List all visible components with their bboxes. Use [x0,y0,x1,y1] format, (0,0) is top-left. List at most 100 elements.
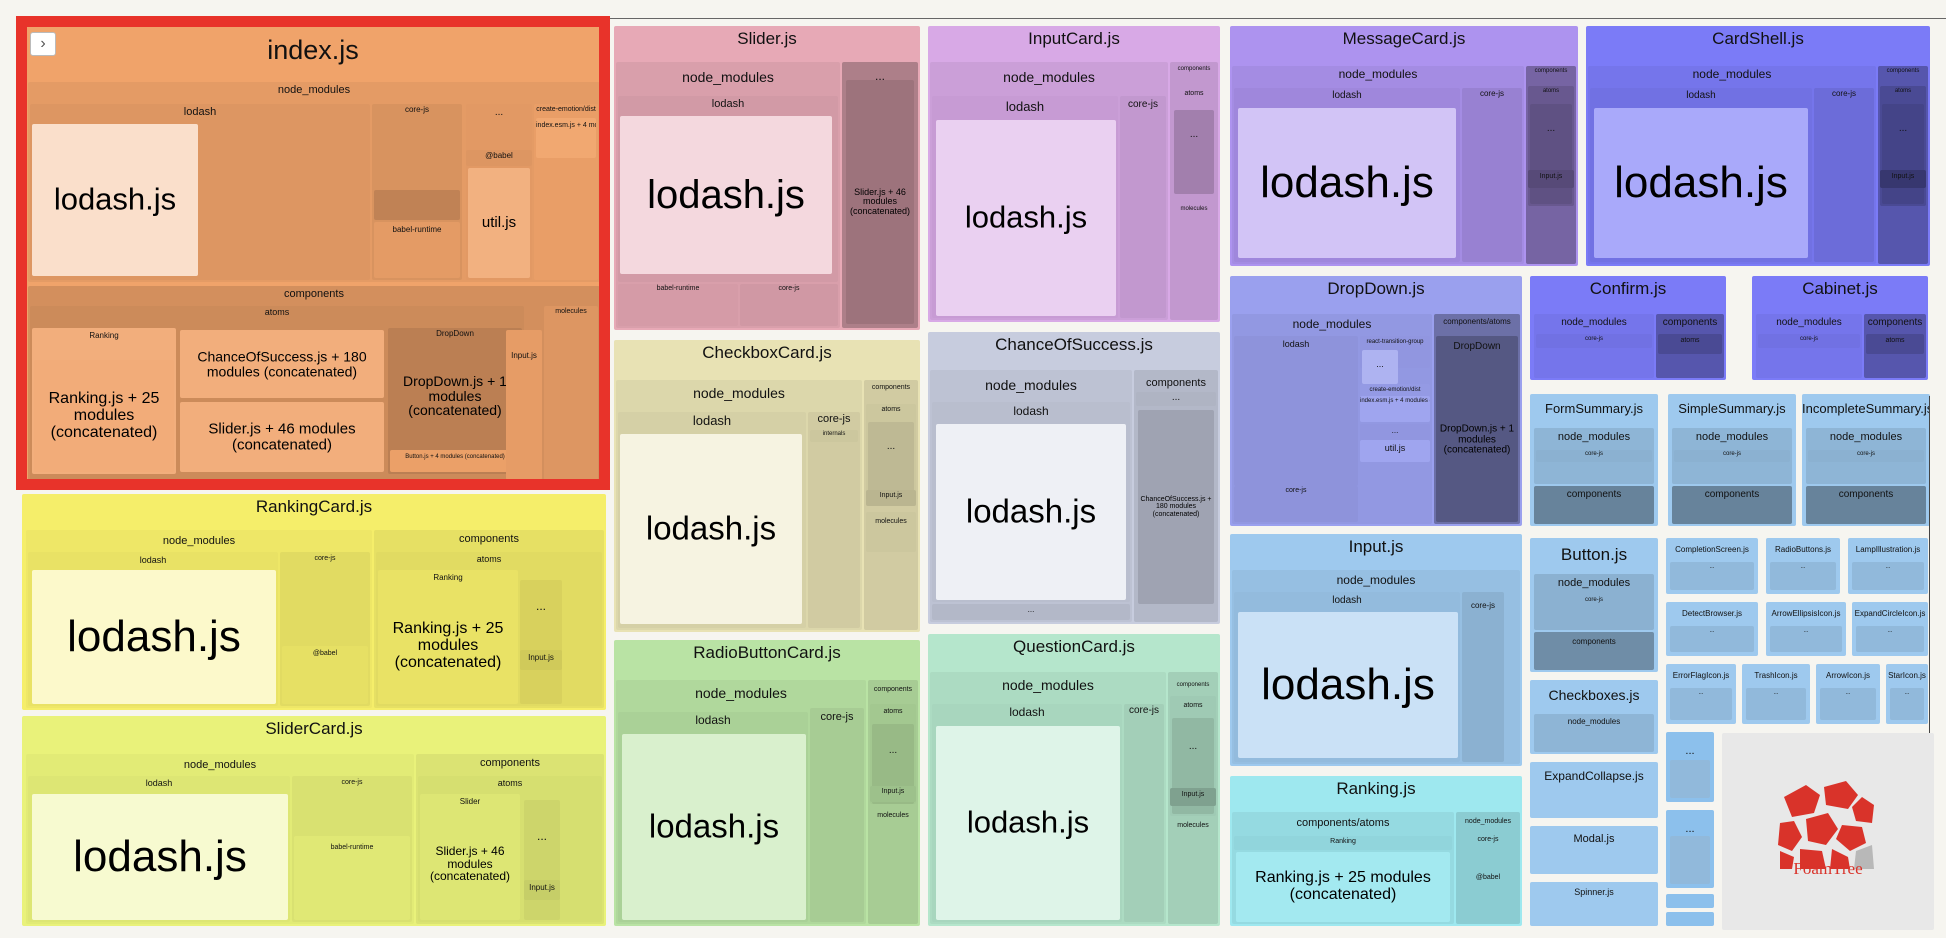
module-tile[interactable] [1594,465,1604,481]
module-group[interactable]: core-js [1674,450,1790,462]
module-tile[interactable] [283,612,305,625]
module-tile[interactable] [1320,499,1340,519]
module-tile[interactable] [1633,351,1651,375]
module-tile[interactable] [1337,443,1355,455]
module-tile[interactable] [1891,357,1908,375]
module-tile[interactable] [1465,184,1472,199]
module-tile[interactable] [1529,234,1551,247]
module-tile[interactable] [841,798,861,808]
module-tile[interactable] [1880,465,1895,472]
module-tile[interactable] [1858,163,1871,184]
module-tile[interactable] [832,504,857,515]
module-tile[interactable] [348,584,367,599]
module-tile[interactable] [1123,215,1145,224]
bundle-misc[interactable] [1666,894,1714,908]
module-tile[interactable] [1256,390,1283,409]
module-tile[interactable] [445,254,457,275]
lodash-js-tile[interactable]: lodash.js [32,570,276,704]
module-tile[interactable] [1142,150,1163,166]
module-tile[interactable] [1509,185,1519,199]
module-tile[interactable] [1507,596,1519,609]
module-tile[interactable] [1535,903,1550,923]
module-tile[interactable] [1772,465,1778,481]
module-tile[interactable] [1379,465,1389,471]
module-tile[interactable] [813,810,824,834]
module-tile[interactable] [1507,741,1519,763]
module-tile[interactable] [836,464,847,478]
module-tile[interactable] [811,545,826,552]
module-tile[interactable] [572,361,595,382]
module-tile[interactable] [813,745,830,759]
module-tile[interactable] [1173,277,1195,292]
module-tile[interactable] [1391,465,1400,485]
module-tile[interactable] [577,430,595,477]
module-tile[interactable] [1276,499,1293,519]
module-tile[interactable] [1156,196,1163,213]
module-tile[interactable] [375,135,394,145]
module-tile[interactable] [1123,150,1140,166]
module-tile[interactable] [547,384,564,428]
module-tile[interactable] [1776,364,1797,375]
module-tile[interactable] [577,323,595,359]
module-tile[interactable] [1337,428,1355,441]
module-tile[interactable] [384,119,394,133]
module-tile[interactable] [1759,351,1774,359]
module-tile[interactable] [333,125,367,177]
module-tile[interactable] [1237,470,1263,483]
module-tile[interactable] [578,828,599,843]
module-tile[interactable] [336,567,346,582]
module-tile[interactable] [771,297,793,308]
module-group[interactable]: Button.js + 4 modules (concatenated) [390,450,520,472]
module-tile[interactable] [1830,243,1836,259]
module-group[interactable]: ... [1856,626,1924,652]
module-tile[interactable] [441,145,459,155]
module-tile[interactable] [1817,162,1828,184]
module-tile[interactable] [1127,781,1148,795]
module-group[interactable]: Input.js [1170,788,1216,806]
module-tile[interactable] [1474,657,1481,669]
module-tile[interactable] [375,147,394,160]
module-tile[interactable] [1611,851,1653,871]
lodash-js-tile[interactable]: lodash.js [620,116,832,274]
module-tile[interactable] [871,839,896,855]
module-tile[interactable] [1136,744,1145,760]
module-tile[interactable] [1500,125,1508,141]
module-group[interactable]: Input.js [1528,170,1574,188]
module-tile[interactable] [871,876,895,900]
module-tile[interactable] [1556,611,1572,627]
lodash-js-tile[interactable]: lodash.js [622,734,806,920]
module-tile[interactable] [1776,351,1797,362]
module-tile[interactable] [1619,351,1631,375]
module-group[interactable]: ChanceOfSuccess.js + 180 modules (concat… [180,330,384,398]
module-tile[interactable] [1478,164,1486,182]
module-tile[interactable] [336,630,347,645]
module-tile[interactable] [1506,143,1519,153]
module-tile[interactable] [1485,688,1492,701]
module-group[interactable]: ... [1362,350,1398,384]
module-tile[interactable] [1237,428,1252,448]
module-tile[interactable] [1254,428,1263,448]
module-tile[interactable] [839,537,857,554]
module-tile[interactable] [1828,229,1836,241]
module-tile[interactable] [1483,640,1488,652]
module-tile[interactable] [1265,428,1290,462]
module-tile[interactable] [1198,843,1215,867]
module-tile[interactable] [1127,731,1146,742]
module-tile[interactable] [1361,477,1377,485]
module-tile[interactable] [1144,239,1163,246]
module-tile[interactable] [340,809,376,833]
module-tile[interactable] [1506,239,1519,259]
module-tile[interactable] [1537,611,1545,627]
module-tile[interactable] [1507,686,1519,718]
module-tile[interactable] [1881,221,1905,237]
module-group[interactable]: Slider.js + 46 modules (concatenated) [180,402,384,472]
module-tile[interactable] [1492,143,1504,151]
module-tile[interactable] [1529,224,1543,232]
module-tile[interactable] [1484,703,1501,723]
module-tile[interactable] [1910,252,1925,261]
module-tile[interactable] [378,813,409,833]
module-tile[interactable] [1507,633,1519,657]
module-tile[interactable] [584,253,595,277]
module-tile[interactable] [276,219,329,243]
module-tile[interactable] [565,595,579,609]
